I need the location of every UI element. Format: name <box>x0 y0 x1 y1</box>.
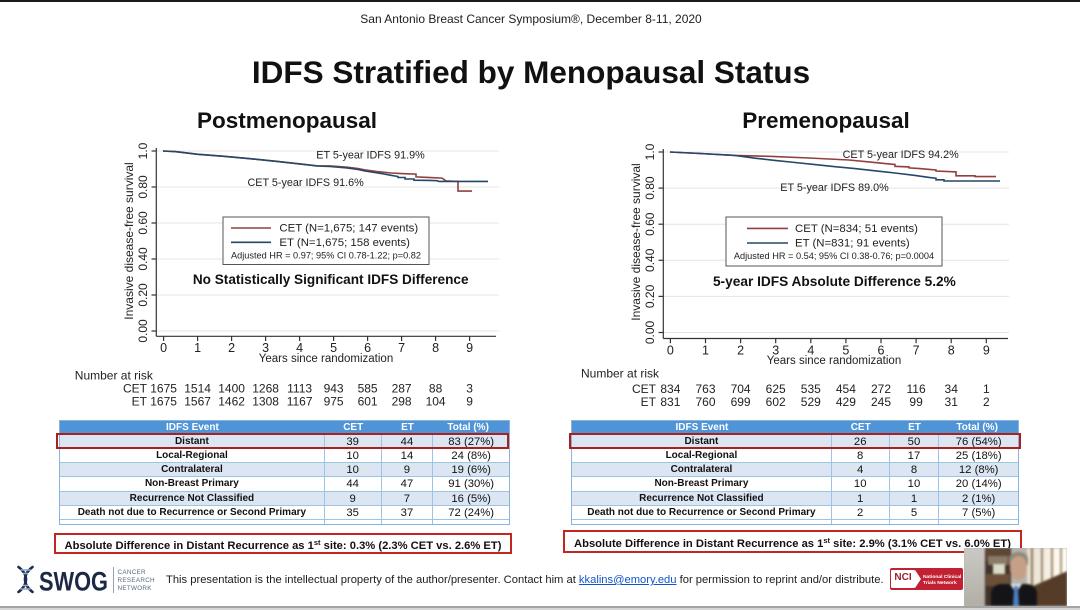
svg-text:2: 2 <box>983 395 990 409</box>
svg-text:1400: 1400 <box>218 382 245 396</box>
svg-text:Years since randomization: Years since randomization <box>767 355 901 367</box>
svg-text:699: 699 <box>731 395 751 409</box>
svg-text:2: 2 <box>737 344 744 358</box>
svg-text:1: 1 <box>702 344 709 358</box>
svg-text:8: 8 <box>432 341 439 355</box>
svg-text:5-year IDFS Absolute Differenc: 5-year IDFS Absolute Difference 5.2% <box>713 274 956 289</box>
svg-text:0.60: 0.60 <box>643 212 657 236</box>
svg-text:429: 429 <box>836 395 856 409</box>
svg-text:Number at risk: Number at risk <box>75 369 154 383</box>
svg-text:5: 5 <box>842 344 849 358</box>
svg-text:9: 9 <box>466 395 473 409</box>
svg-text:3: 3 <box>772 344 779 358</box>
svg-text:0.00: 0.00 <box>643 320 657 344</box>
svg-text:31: 31 <box>945 395 959 409</box>
svg-text:116: 116 <box>907 382 926 396</box>
svg-text:88: 88 <box>429 382 443 396</box>
svg-text:6: 6 <box>878 344 885 358</box>
svg-text:1567: 1567 <box>184 395 211 409</box>
svg-text:1.0: 1.0 <box>136 142 150 159</box>
svg-text:831: 831 <box>660 395 680 409</box>
svg-text:CANCER: CANCER <box>118 569 147 576</box>
svg-text:SWOG: SWOG <box>39 567 108 597</box>
svg-text:ET 5-year IDFS 91.9%: ET 5-year IDFS 91.9% <box>316 150 425 162</box>
svg-text:0.40: 0.40 <box>643 248 657 272</box>
svg-text:0.60: 0.60 <box>136 211 150 235</box>
svg-text:Number at risk: Number at risk <box>581 367 660 381</box>
svg-text:8: 8 <box>948 344 955 358</box>
svg-text:7: 7 <box>913 344 920 358</box>
svg-text:535: 535 <box>801 382 821 396</box>
svg-text:245: 245 <box>871 395 891 409</box>
svg-text:1675: 1675 <box>150 382 177 396</box>
svg-text:CET 5-year IDFS 94.2%: CET 5-year IDFS 94.2% <box>843 149 960 161</box>
svg-text:0.40: 0.40 <box>136 247 150 271</box>
svg-text:2: 2 <box>228 341 235 355</box>
svg-text:6: 6 <box>364 341 371 355</box>
svg-text:1675: 1675 <box>150 395 177 409</box>
svg-text:529: 529 <box>801 395 821 409</box>
svg-text:NETWORK: NETWORK <box>118 585 153 592</box>
svg-text:1462: 1462 <box>218 395 245 409</box>
svg-text:0.80: 0.80 <box>136 175 150 199</box>
svg-text:0.00: 0.00 <box>136 319 150 343</box>
svg-text:34: 34 <box>945 382 959 396</box>
svg-text:CET 5-year IDFS 91.6%: CET 5-year IDFS 91.6% <box>247 177 364 189</box>
svg-text:298: 298 <box>392 395 412 409</box>
svg-text:ET: ET <box>641 395 657 409</box>
svg-text:272: 272 <box>871 382 891 396</box>
svg-text:1: 1 <box>983 382 990 396</box>
svg-text:943: 943 <box>324 382 344 396</box>
svg-text:ET (N=831; 91 events): ET (N=831; 91 events) <box>795 237 910 249</box>
svg-text:1167: 1167 <box>287 395 313 409</box>
svg-text:0: 0 <box>667 344 674 358</box>
svg-text:7: 7 <box>398 341 405 355</box>
svg-text:CET (N=1,675; 147 events): CET (N=1,675; 147 events) <box>279 223 418 235</box>
svg-text:5: 5 <box>330 341 337 355</box>
svg-text:602: 602 <box>766 395 786 409</box>
svg-text:Adjusted HR = 0.54; 95% CI 0.3: Adjusted HR = 0.54; 95% CI 0.38-0.76; p=… <box>734 251 934 261</box>
svg-text:834: 834 <box>660 382 680 396</box>
svg-text:454: 454 <box>836 382 856 396</box>
svg-text:1308: 1308 <box>252 395 279 409</box>
svg-text:9: 9 <box>466 341 473 355</box>
svg-text:1113: 1113 <box>287 382 312 396</box>
svg-text:763: 763 <box>695 382 715 396</box>
svg-text:RESEARCH: RESEARCH <box>118 577 156 584</box>
svg-text:No Statistically Significant I: No Statistically Significant IDFS Differ… <box>193 272 469 287</box>
svg-text:3: 3 <box>262 341 269 355</box>
svg-text:Years since randomization: Years since randomization <box>259 353 393 365</box>
svg-text:625: 625 <box>766 382 786 396</box>
svg-text:1514: 1514 <box>184 382 211 396</box>
svg-text:3: 3 <box>466 382 473 396</box>
svg-text:CET (N=834; 51 events): CET (N=834; 51 events) <box>795 223 918 235</box>
svg-text:4: 4 <box>296 341 303 355</box>
svg-text:ET: ET <box>132 395 148 409</box>
svg-text:99: 99 <box>909 395 923 409</box>
svg-text:4: 4 <box>807 344 814 358</box>
svg-text:760: 760 <box>695 395 715 409</box>
svg-text:1268: 1268 <box>252 382 279 396</box>
svg-text:Adjusted HR = 0.97; 95% CI 0.7: Adjusted HR = 0.97; 95% CI 0.78-1.22; p=… <box>231 250 421 260</box>
svg-text:0.20: 0.20 <box>136 283 150 307</box>
svg-text:Invasive disease-free survival: Invasive disease-free survival <box>629 163 643 320</box>
svg-text:Invasive disease-free survival: Invasive disease-free survival <box>122 162 136 319</box>
svg-text:CET: CET <box>123 382 148 396</box>
svg-text:975: 975 <box>324 395 344 409</box>
svg-text:601: 601 <box>358 395 378 409</box>
svg-text:1: 1 <box>194 341 201 355</box>
svg-text:0.80: 0.80 <box>643 176 657 200</box>
svg-text:0.20: 0.20 <box>643 284 657 308</box>
svg-text:ET (N=1,675; 158 events): ET (N=1,675; 158 events) <box>279 237 410 249</box>
svg-text:704: 704 <box>731 382 751 396</box>
svg-text:ET 5-year IDFS 89.0%: ET 5-year IDFS 89.0% <box>780 182 889 194</box>
svg-text:104: 104 <box>426 395 446 409</box>
svg-text:CET: CET <box>632 382 657 396</box>
svg-text:287: 287 <box>392 382 412 396</box>
svg-text:1.0: 1.0 <box>643 143 657 160</box>
svg-text:0: 0 <box>160 341 167 355</box>
svg-text:9: 9 <box>983 344 990 358</box>
svg-text:585: 585 <box>358 382 378 396</box>
